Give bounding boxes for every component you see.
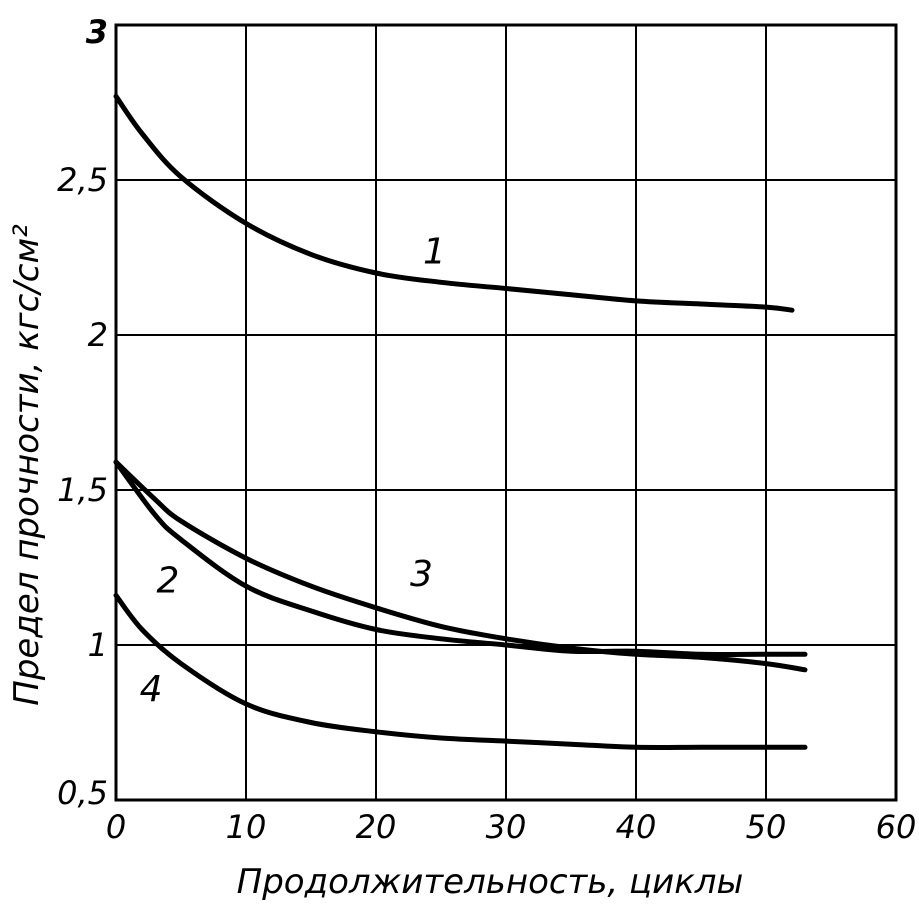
curves	[113, 93, 808, 751]
x-tick-label: 30	[486, 808, 527, 846]
plot-frame	[114, 23, 898, 802]
y-tick-label: 3	[86, 13, 108, 51]
x-tick-label: 50	[746, 808, 787, 846]
series-line-4	[113, 592, 808, 751]
x-axis-title: Продолжительность, циклы	[237, 862, 744, 902]
series-line-2	[113, 459, 808, 658]
y-tick-label: 1,5	[57, 471, 108, 509]
series-label-1: 1	[423, 232, 446, 273]
y-tick-label: 0,5	[57, 774, 108, 812]
series-line-3	[113, 459, 808, 673]
grid	[116, 25, 896, 800]
y-tick-label: 2	[88, 316, 108, 354]
y-axis-ticks: 0,5 1 1,5 2 2,5 3	[57, 13, 108, 812]
x-tick-label: 40	[616, 808, 657, 846]
y-tick-label: 1	[88, 626, 108, 664]
series-line-1	[113, 93, 795, 313]
series-label-4: 4	[140, 669, 163, 710]
curve-labels: 1 2 3 4	[140, 232, 446, 710]
series-label-3: 3	[410, 554, 433, 595]
x-axis-ticks: 0 10 20 30 40 50 60	[106, 808, 917, 846]
x-tick-label: 0	[106, 808, 126, 846]
x-tick-label: 60	[876, 808, 917, 846]
x-tick-label: 10	[226, 808, 267, 846]
y-tick-label: 2,5	[57, 161, 108, 199]
y-axis-title: Предел прочности, кгс/см²	[7, 224, 47, 706]
x-tick-label: 20	[356, 808, 397, 846]
series-label-2: 2	[157, 560, 180, 601]
